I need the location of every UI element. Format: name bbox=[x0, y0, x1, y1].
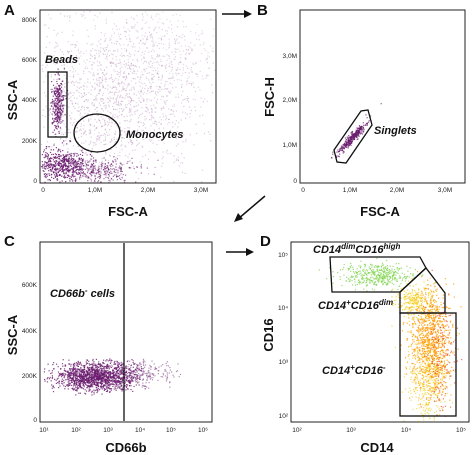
panel-a-y-tick-4: 800K bbox=[22, 17, 38, 24]
panel-c-x-tick-5: 10⁶ bbox=[198, 427, 208, 434]
panel-d-cd14-cd16dim-gate bbox=[399, 267, 446, 314]
panel-b-y-tick-3: 3,0M bbox=[283, 53, 297, 60]
panel-a-monocytes-label: Monocytes bbox=[126, 129, 183, 141]
panel-b-y-tick-0: 0 bbox=[293, 178, 297, 185]
panel-d-x-tick-0: 10² bbox=[292, 427, 302, 434]
panel-d-cd14-cd16dim-label: CD14+CD16dim bbox=[318, 298, 393, 312]
panel-c-x-axis-label: CD66b bbox=[105, 440, 146, 455]
panel-a-monocytes-gate bbox=[73, 113, 121, 153]
panel-c-x-tick-3: 10⁴ bbox=[135, 427, 145, 434]
panel-d-y-tick-2: 10⁴ bbox=[278, 305, 288, 312]
panel-c-y-tick-1: 200K bbox=[22, 373, 38, 380]
panel-c-letter: C bbox=[4, 233, 15, 250]
panel-b-x-tick-2: 2,0M bbox=[390, 187, 404, 194]
panel-a-letter: A bbox=[4, 2, 15, 19]
panel-b-y-tick-1: 1,0M bbox=[283, 142, 297, 149]
panel-d-y-tick-3: 10⁵ bbox=[278, 252, 288, 259]
panel-d-x-tick-1: 10³ bbox=[346, 427, 356, 434]
panel-a-y-axis-label: SSC-A bbox=[5, 79, 20, 120]
panel-a-beads-gate bbox=[47, 71, 68, 138]
panel-a-y-tick-1: 200K bbox=[22, 138, 38, 145]
panel-c-x-tick-0: 10¹ bbox=[39, 427, 49, 434]
panel-c-x-tick-2: 10³ bbox=[103, 427, 113, 434]
panel-d-label2-a: CD14 bbox=[318, 300, 346, 312]
panel-b-singlets-gate bbox=[333, 109, 373, 164]
panel-d-label2-d: dim bbox=[379, 298, 393, 307]
panel-c-scatter bbox=[43, 358, 182, 396]
panel-a-x-tick-3: 3,0M bbox=[194, 187, 208, 194]
arrow-c-to-d bbox=[226, 248, 254, 256]
panel-d-label1-b: dim bbox=[341, 242, 355, 251]
panel-d-cd14dim-cd16high-label: CD14dimCD16high bbox=[313, 242, 400, 256]
panel-a-x-tick-0: 0 bbox=[41, 187, 45, 194]
panel-d-label3-b: + bbox=[350, 363, 355, 372]
panel-b-x-axis-label: FSC-A bbox=[360, 204, 400, 219]
panel-d-y-axis-label: CD16 bbox=[261, 318, 276, 351]
panel-a-y-tick-0: 0 bbox=[33, 178, 37, 185]
panel-d-x-tick-3: 10⁵ bbox=[456, 427, 466, 434]
panel-d-label3-a: CD14 bbox=[322, 365, 350, 377]
panel-c-cd66b-negative-label: CD66b- cells bbox=[50, 286, 115, 300]
panel-b-plot-frame bbox=[299, 9, 466, 184]
panel-a-x-tick-1: 1,0M bbox=[88, 187, 102, 194]
panel-c-plot-frame bbox=[39, 241, 213, 423]
panel-c: C CD66b- cells CD66b SSC-A 10¹ 10² 10³ 1… bbox=[4, 233, 213, 455]
arrow-b-to-c bbox=[234, 195, 266, 222]
panel-d-letter: D bbox=[260, 233, 271, 250]
panel-d-label1-a: CD14 bbox=[313, 244, 341, 256]
panel-c-cells-text: cells bbox=[88, 288, 116, 300]
panel-d-label1-d: high bbox=[383, 242, 400, 251]
panel-a-scatter bbox=[41, 11, 217, 184]
panel-b-singlets-label: Singlets bbox=[374, 125, 417, 137]
panel-b-letter: B bbox=[257, 2, 268, 19]
panel-d-label2-b: + bbox=[346, 298, 351, 307]
panel-b-x-tick-0: 0 bbox=[301, 187, 305, 194]
panel-c-minus-sup: - bbox=[85, 286, 88, 295]
panel-b: B Singlets FSC-A FSC-H 0 1,0M 2,0M 3,0M … bbox=[257, 2, 466, 219]
panel-d-cd14-cd16neg-label: CD14+CD16- bbox=[322, 363, 386, 377]
panel-d-scatter bbox=[318, 257, 463, 422]
panel-d-x-axis-label: CD14 bbox=[360, 440, 394, 455]
panel-d-label1-c: CD16 bbox=[355, 244, 384, 256]
arrow-a-to-b bbox=[222, 10, 252, 18]
panel-a-x-tick-2: 2,0M bbox=[141, 187, 155, 194]
panel-c-y-tick-3: 600K bbox=[22, 282, 38, 289]
panel-b-y-tick-2: 2,0M bbox=[283, 97, 297, 104]
panel-d-label2-c: CD16 bbox=[351, 300, 380, 312]
panel-c-y-axis-label: SSC-A bbox=[5, 314, 20, 355]
panel-d-label3-c: CD16 bbox=[355, 365, 384, 377]
panel-b-x-tick-1: 1,0M bbox=[343, 187, 357, 194]
panel-b-y-axis-label: FSC-H bbox=[262, 77, 277, 117]
panel-a-beads-label: Beads bbox=[45, 54, 78, 66]
panel-c-x-tick-1: 10² bbox=[71, 427, 81, 434]
panel-d-label3-d: - bbox=[383, 363, 386, 372]
panel-d: D CD14dimCD16high CD14+CD16dim CD14+CD16… bbox=[260, 233, 470, 455]
panel-a-y-tick-3: 600K bbox=[22, 57, 38, 64]
panel-d-x-tick-2: 10⁴ bbox=[401, 427, 411, 434]
panel-c-x-tick-4: 10⁵ bbox=[166, 427, 176, 434]
panel-a: A Beads Monocytes FSC-A SSC-A 0 1,0M 2,0… bbox=[4, 2, 217, 219]
panel-d-cd14-cd16neg-gate bbox=[399, 312, 457, 417]
panel-c-cd66b-text: CD66b bbox=[50, 288, 85, 300]
panel-c-y-tick-2: 400K bbox=[22, 328, 38, 335]
panel-d-y-tick-0: 10² bbox=[279, 413, 289, 420]
panel-c-y-tick-0: 0 bbox=[33, 417, 37, 424]
panel-a-x-axis-label: FSC-A bbox=[108, 204, 148, 219]
panel-b-x-tick-3: 3,0M bbox=[438, 187, 452, 194]
panel-b-scatter bbox=[330, 103, 382, 159]
panel-d-y-tick-1: 10³ bbox=[279, 359, 289, 366]
panel-a-y-tick-2: 400K bbox=[22, 97, 38, 104]
